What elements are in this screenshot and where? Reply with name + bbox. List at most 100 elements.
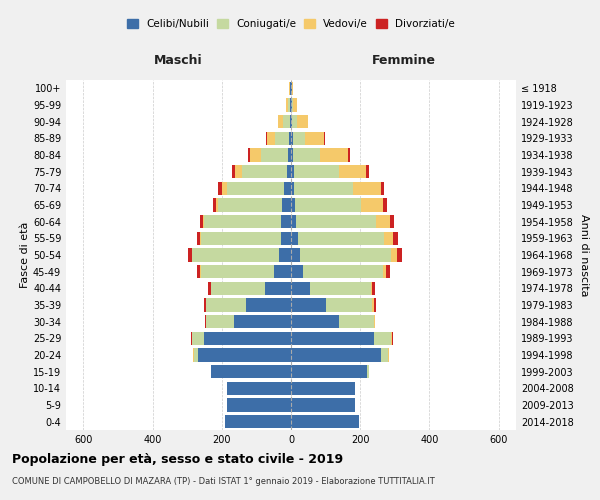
Bar bbox=[299, 248, 391, 262]
Bar bbox=[391, 332, 392, 345]
Bar bbox=[281, 232, 291, 245]
Bar bbox=[206, 315, 234, 328]
Bar bbox=[211, 365, 291, 378]
Bar bbox=[291, 198, 295, 211]
Bar bbox=[232, 165, 235, 178]
Bar bbox=[326, 298, 373, 312]
Bar bbox=[234, 315, 291, 328]
Bar bbox=[222, 182, 227, 195]
Bar bbox=[203, 215, 205, 228]
Bar bbox=[383, 265, 386, 278]
Bar bbox=[376, 215, 389, 228]
Bar bbox=[361, 198, 383, 211]
Bar bbox=[291, 265, 303, 278]
Bar bbox=[303, 265, 383, 278]
Bar bbox=[292, 98, 293, 112]
Bar bbox=[200, 232, 201, 245]
Y-axis label: Fasce di età: Fasce di età bbox=[20, 222, 30, 288]
Bar bbox=[386, 265, 389, 278]
Bar bbox=[275, 132, 289, 145]
Bar bbox=[246, 298, 291, 312]
Bar bbox=[348, 148, 350, 162]
Bar bbox=[291, 398, 355, 411]
Bar bbox=[291, 382, 355, 395]
Bar bbox=[339, 165, 367, 178]
Bar bbox=[388, 348, 389, 362]
Bar bbox=[187, 248, 191, 262]
Bar bbox=[284, 182, 291, 195]
Bar bbox=[375, 315, 376, 328]
Bar bbox=[296, 215, 376, 228]
Bar bbox=[373, 298, 374, 312]
Bar bbox=[225, 415, 291, 428]
Bar bbox=[367, 365, 369, 378]
Bar bbox=[374, 315, 375, 328]
Bar bbox=[291, 348, 381, 362]
Bar bbox=[211, 282, 265, 295]
Bar bbox=[281, 215, 291, 228]
Bar bbox=[278, 115, 283, 128]
Bar bbox=[289, 82, 290, 95]
Bar bbox=[289, 132, 291, 145]
Bar bbox=[227, 382, 291, 395]
Text: Popolazione per età, sesso e stato civile - 2019: Popolazione per età, sesso e stato civil… bbox=[12, 452, 343, 466]
Bar bbox=[286, 98, 287, 112]
Bar bbox=[381, 348, 388, 362]
Bar bbox=[320, 148, 348, 162]
Bar bbox=[292, 82, 293, 95]
Text: COMUNE DI CAMPOBELLO DI MAZARA (TP) - Dati ISTAT 1° gennaio 2019 - Elaborazione : COMUNE DI CAMPOBELLO DI MAZARA (TP) - Da… bbox=[12, 478, 435, 486]
Bar bbox=[287, 165, 291, 178]
Bar bbox=[204, 298, 205, 312]
Bar bbox=[197, 265, 200, 278]
Bar bbox=[291, 148, 293, 162]
Bar bbox=[208, 282, 211, 295]
Bar bbox=[291, 315, 340, 328]
Bar bbox=[265, 282, 291, 295]
Bar bbox=[274, 265, 291, 278]
Bar bbox=[367, 165, 369, 178]
Bar bbox=[213, 198, 215, 211]
Bar bbox=[197, 348, 291, 362]
Bar bbox=[291, 365, 367, 378]
Bar bbox=[291, 415, 359, 428]
Bar bbox=[305, 132, 324, 145]
Bar bbox=[310, 282, 371, 295]
Bar bbox=[227, 398, 291, 411]
Bar bbox=[295, 198, 361, 211]
Bar bbox=[291, 165, 294, 178]
Bar bbox=[392, 332, 393, 345]
Bar bbox=[291, 298, 326, 312]
Bar bbox=[197, 232, 200, 245]
Bar bbox=[294, 165, 339, 178]
Bar bbox=[287, 98, 290, 112]
Bar bbox=[194, 348, 197, 362]
Bar bbox=[193, 348, 194, 362]
Bar bbox=[291, 215, 296, 228]
Bar bbox=[206, 298, 246, 312]
Bar bbox=[393, 232, 398, 245]
Bar bbox=[389, 215, 394, 228]
Bar bbox=[215, 198, 218, 211]
Bar bbox=[235, 165, 242, 178]
Text: Femmine: Femmine bbox=[371, 54, 436, 66]
Bar bbox=[218, 198, 283, 211]
Bar bbox=[291, 232, 298, 245]
Bar bbox=[191, 248, 193, 262]
Bar bbox=[205, 332, 291, 345]
Bar bbox=[291, 98, 292, 112]
Bar bbox=[191, 332, 193, 345]
Bar bbox=[291, 248, 299, 262]
Bar bbox=[201, 232, 281, 245]
Bar bbox=[218, 182, 222, 195]
Bar bbox=[193, 248, 279, 262]
Bar bbox=[290, 115, 291, 128]
Bar bbox=[248, 148, 250, 162]
Bar bbox=[290, 98, 291, 112]
Bar bbox=[193, 332, 205, 345]
Bar bbox=[291, 182, 295, 195]
Bar bbox=[283, 115, 290, 128]
Bar bbox=[383, 198, 387, 211]
Bar bbox=[201, 265, 274, 278]
Bar bbox=[297, 115, 308, 128]
Bar bbox=[385, 232, 393, 245]
